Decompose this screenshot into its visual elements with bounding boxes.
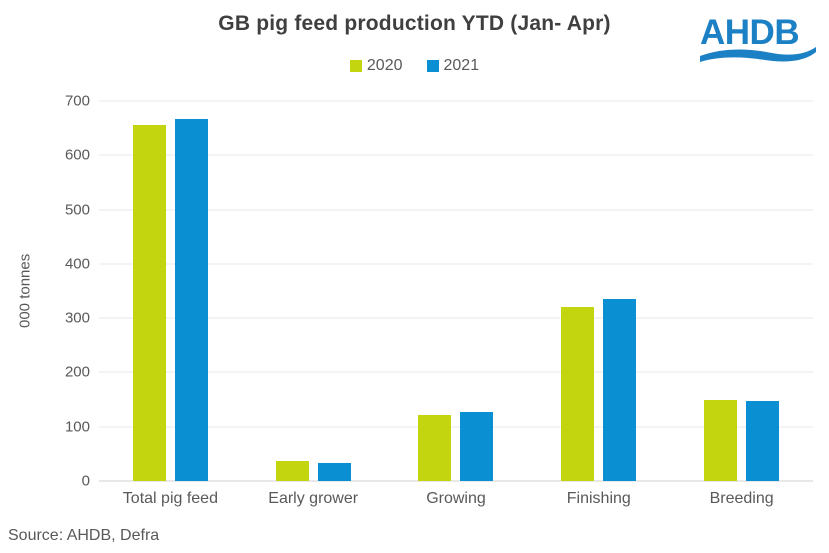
y-tick-label-500: 500 — [64, 201, 90, 219]
bar-group-total-pig-feed — [99, 101, 242, 481]
gridline-100 — [99, 426, 813, 428]
y-axis-labels: 0 100 200 300 400 500 600 700 — [38, 94, 90, 489]
y-tick-label-700: 700 — [64, 92, 90, 110]
y-tick-label-300: 300 — [64, 309, 90, 327]
bar-2020-early-grower — [275, 461, 309, 481]
bar-group-early-grower — [242, 101, 385, 481]
bar-group-breeding — [670, 101, 813, 481]
bar-groups — [99, 101, 813, 481]
bar-group-growing — [385, 101, 528, 481]
plot-area — [99, 100, 813, 482]
gridline-400 — [99, 263, 813, 265]
legend: 2020 2021 — [0, 57, 829, 75]
ahdb-logo-wave — [700, 47, 816, 62]
y-tick-label-100: 100 — [64, 418, 90, 436]
ahdb-logo-text: AHDB — [700, 13, 799, 52]
gridline-700 — [99, 100, 813, 102]
x-axis-labels: Total pig feed Early grower Growing Finishi… — [99, 490, 813, 508]
legend-label-2021: 2021 — [443, 57, 480, 74]
bar-2021-early-grower — [317, 462, 351, 481]
x-tick-label-growing: Growing — [426, 490, 486, 507]
gridline-500 — [99, 209, 813, 211]
legend-swatch-2020 — [349, 60, 362, 72]
gridline-600 — [99, 154, 813, 156]
source-note: Source: AHDB, Defra — [8, 527, 160, 544]
bar-2021-finishing — [603, 299, 637, 481]
bar-2020-growing — [418, 414, 452, 481]
x-tick-label-total-pig-feed: Total pig feed — [122, 490, 218, 507]
y-tick-label-400: 400 — [64, 255, 90, 273]
gridline-200 — [99, 371, 813, 373]
bar-2021-growing — [460, 412, 494, 481]
x-axis-line — [99, 480, 813, 482]
legend-item-2021: 2021 — [426, 57, 480, 75]
y-tick-label-600: 600 — [64, 146, 90, 164]
bar-group-finishing — [527, 101, 670, 481]
x-tick-label-early-grower: Early grower — [268, 490, 359, 507]
bar-2020-finishing — [561, 307, 595, 481]
y-tick-label-0: 0 — [81, 472, 90, 490]
x-tick-label-finishing: Finishing — [566, 490, 631, 507]
bar-2021-total-pig-feed — [174, 119, 208, 481]
gridline-300 — [99, 317, 813, 319]
legend-swatch-2021 — [426, 60, 439, 72]
bar-2020-total-pig-feed — [132, 125, 166, 481]
y-axis-title: 000 tonnes — [16, 253, 34, 329]
y-tick-label-200: 200 — [64, 363, 90, 381]
legend-item-2020: 2020 — [349, 57, 403, 75]
bar-2020-breeding — [704, 399, 738, 481]
ahdb-logo: AHDB — [700, 13, 816, 62]
x-tick-label-breeding: Breeding — [709, 490, 774, 507]
bar-2021-breeding — [746, 400, 780, 481]
legend-label-2020: 2020 — [366, 57, 403, 74]
chart-title: GB pig feed production YTD (Jan- Apr) — [218, 12, 611, 35]
